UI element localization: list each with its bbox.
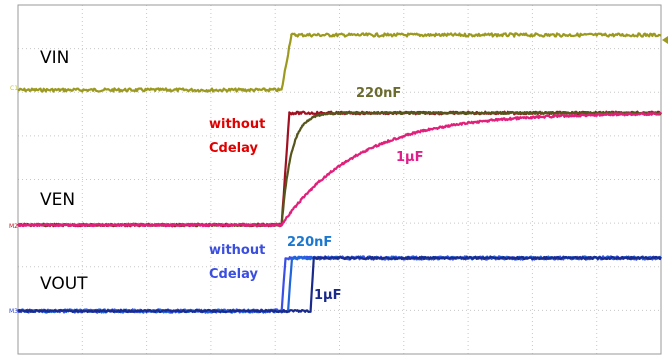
trace-vin bbox=[17, 32, 662, 93]
chart-grid bbox=[17, 4, 662, 355]
channel-marker-c1: C1 bbox=[10, 85, 18, 92]
trace-ven-1uf bbox=[17, 111, 662, 228]
trace-vout-1uf bbox=[17, 255, 662, 314]
trace-vout-220nf bbox=[17, 255, 662, 314]
annotation-220nf-vout: 220nF bbox=[287, 235, 332, 250]
signal-label-ven: VEN bbox=[40, 190, 75, 210]
annotation-without-vout-line1: without bbox=[209, 243, 265, 258]
trace-vout-no-cdelay bbox=[17, 255, 662, 314]
annotation-without-ven-line1: without bbox=[209, 117, 265, 132]
signal-label-vin: VIN bbox=[40, 48, 69, 68]
annotations: 220nF without Cdelay 1µF without Cdelay … bbox=[209, 86, 424, 303]
annotation-220nf-ven: 220nF bbox=[356, 86, 401, 101]
annotation-without-vout-line2: Cdelay bbox=[209, 267, 258, 282]
signal-label-vout: VOUT bbox=[40, 274, 88, 294]
annotation-1uf-ven: 1µF bbox=[396, 150, 424, 165]
signal-labels: VIN VEN VOUT bbox=[40, 48, 88, 294]
annotation-without-ven-line2: Cdelay bbox=[209, 141, 258, 156]
chart-traces bbox=[17, 32, 662, 314]
grid-frame bbox=[17, 4, 662, 355]
trigger-marker bbox=[662, 36, 668, 44]
channel-marker-m3: M3 bbox=[9, 308, 18, 315]
annotation-1uf-vout: 1µF bbox=[314, 288, 342, 303]
channel-marker-m2: M2 bbox=[9, 223, 18, 230]
channel-markers: C1 M2 M3 bbox=[9, 36, 668, 315]
